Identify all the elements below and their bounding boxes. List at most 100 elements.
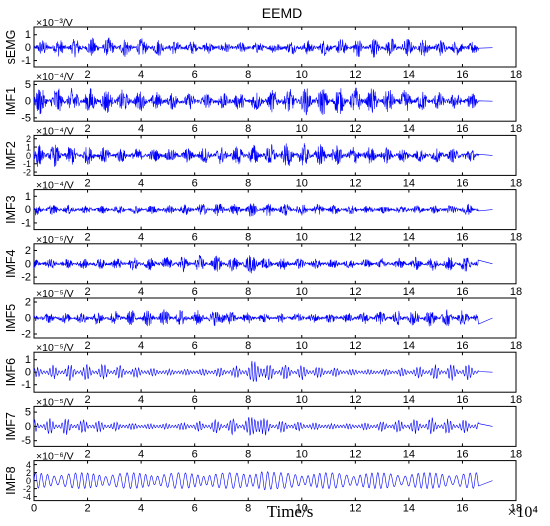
y-tick-label: 0 xyxy=(26,476,31,486)
y-tick-label: -1 xyxy=(21,55,31,67)
x-tick-label: 2 xyxy=(84,69,90,81)
panel-name: IMF4 xyxy=(4,250,18,279)
x-tick-label: 18 xyxy=(510,123,522,135)
x-tick-label: 10 xyxy=(296,123,308,135)
y-tick-label: 0 xyxy=(25,313,31,325)
x-tick-label: 12 xyxy=(349,503,361,515)
x-tick-label: 4 xyxy=(138,340,144,352)
x-tick-label: 18 xyxy=(510,286,522,298)
x-tick-label: 0 xyxy=(31,503,37,515)
x-tick-label: 14 xyxy=(403,503,415,515)
y-tick-label: 2 xyxy=(26,134,31,144)
x-tick-label: 4 xyxy=(138,177,144,189)
x-tick-label: 2 xyxy=(84,503,90,515)
scale-label: ×10⁻³/V xyxy=(36,17,73,29)
scale-label: ×10⁻⁴/V xyxy=(36,71,74,83)
x-tick-label: 2 xyxy=(84,394,90,406)
y-tick-label: -5 xyxy=(21,435,31,447)
x-tick-label: 12 xyxy=(349,123,361,135)
y-tick-label: 4 xyxy=(26,460,31,470)
y-tick-label: -2 xyxy=(21,329,31,341)
x-tick-label: 2 xyxy=(84,340,90,352)
y-tick-label: 0 xyxy=(25,204,31,216)
panel-name: IMF1 xyxy=(4,87,18,116)
y-tick-label: 2 xyxy=(26,468,31,478)
x-tick-label: 16 xyxy=(456,448,468,460)
x-tick-label: 8 xyxy=(245,177,251,189)
x-tick-label: 18 xyxy=(510,340,522,352)
x-tick-label: 4 xyxy=(138,232,144,244)
x-tick-label: 8 xyxy=(245,340,251,352)
x-tick-label: 14 xyxy=(403,340,415,352)
y-tick-label: -2 xyxy=(21,272,31,284)
x-tick-label: 10 xyxy=(296,394,308,406)
x-tick-label: 2 xyxy=(84,177,90,189)
x-tick-label: 16 xyxy=(456,286,468,298)
x-tick-label: 4 xyxy=(138,394,144,406)
panel-imf1: 2 4 6 8 10 12 14 16 18 -5 0 5 ×10⁻⁴/V IMF1 xyxy=(4,71,522,135)
x-tick-label: 14 xyxy=(403,177,415,189)
x-tick-label: 2 xyxy=(84,123,90,135)
x-tick-label: 6 xyxy=(192,286,198,298)
x-tick-label: 16 xyxy=(456,340,468,352)
x-tick-label: 8 xyxy=(245,232,251,244)
y-tick-label: -1 xyxy=(21,217,31,229)
series-line-imf6 xyxy=(33,360,493,382)
x-tick-label: 18 xyxy=(510,394,522,406)
y-tick-label: -1 xyxy=(23,159,31,169)
x-tick-label: 14 xyxy=(403,448,415,460)
y-tick-label: -1 xyxy=(21,379,31,391)
x-tick-label: 8 xyxy=(245,123,251,135)
x-tick-label: 16 xyxy=(456,123,468,135)
x-tick-label: 8 xyxy=(245,69,251,81)
scale-label: ×10⁻⁵/V xyxy=(36,288,74,300)
x-tick-label: 4 xyxy=(138,123,144,135)
x-tick-label: 10 xyxy=(296,286,308,298)
y-tick-label: -2 xyxy=(23,168,31,178)
x-tick-label: 18 xyxy=(510,69,522,81)
x-tick-label: 14 xyxy=(403,394,415,406)
x-tick-label: 10 xyxy=(296,232,308,244)
y-tick-label: 0 xyxy=(25,96,31,108)
y-tick-label: 5 xyxy=(25,79,31,91)
x-tick-label: 6 xyxy=(192,177,198,189)
y-tick-label: -4 xyxy=(23,492,31,502)
series-line-imf3 xyxy=(33,203,493,218)
y-tick-label: 0 xyxy=(25,421,31,433)
scale-label: ×10⁻⁵/V xyxy=(36,396,74,408)
series-line-semg xyxy=(33,37,493,58)
x-tick-label: 6 xyxy=(192,503,198,515)
scale-label: ×10⁻⁵/V xyxy=(36,342,74,354)
scale-label: ×10⁻⁴/V xyxy=(36,180,74,192)
x-tick-label: 16 xyxy=(456,394,468,406)
series-line-imf2 xyxy=(33,143,493,167)
x-tick-label: 6 xyxy=(192,448,198,460)
y-tick-label: 1 xyxy=(26,143,31,153)
x-tick-label: 8 xyxy=(245,394,251,406)
series-line-imf4 xyxy=(33,254,493,274)
panel-name: IMF8 xyxy=(4,466,18,495)
x-tick-label: 14 xyxy=(403,123,415,135)
x-tick-label: 2 xyxy=(84,448,90,460)
y-tick-label: -5 xyxy=(21,112,31,124)
x-tick-label: 16 xyxy=(456,503,468,515)
y-tick-label: 5 xyxy=(25,407,31,419)
x-tick-label: 12 xyxy=(349,177,361,189)
scale-label: ×10⁻⁵/V xyxy=(36,234,74,246)
panel-name: IMF3 xyxy=(4,195,18,224)
x-tick-label: 10 xyxy=(296,69,308,81)
panel-imf3: 2 4 6 8 10 12 14 16 18 -101 ×10⁻⁴/V IMF3 xyxy=(4,180,522,244)
x-tick-label: 12 xyxy=(349,448,361,460)
x-tick-label: 18 xyxy=(510,232,522,244)
x-tick-label: 18 xyxy=(510,448,522,460)
x-tick-label: 16 xyxy=(456,177,468,189)
panel-name: IMF5 xyxy=(4,304,18,333)
y-tick-label: 0 xyxy=(25,367,31,379)
x-tick-label: 12 xyxy=(349,69,361,81)
x-tick-label: 10 xyxy=(296,503,308,515)
x-tick-label: 6 xyxy=(192,232,198,244)
